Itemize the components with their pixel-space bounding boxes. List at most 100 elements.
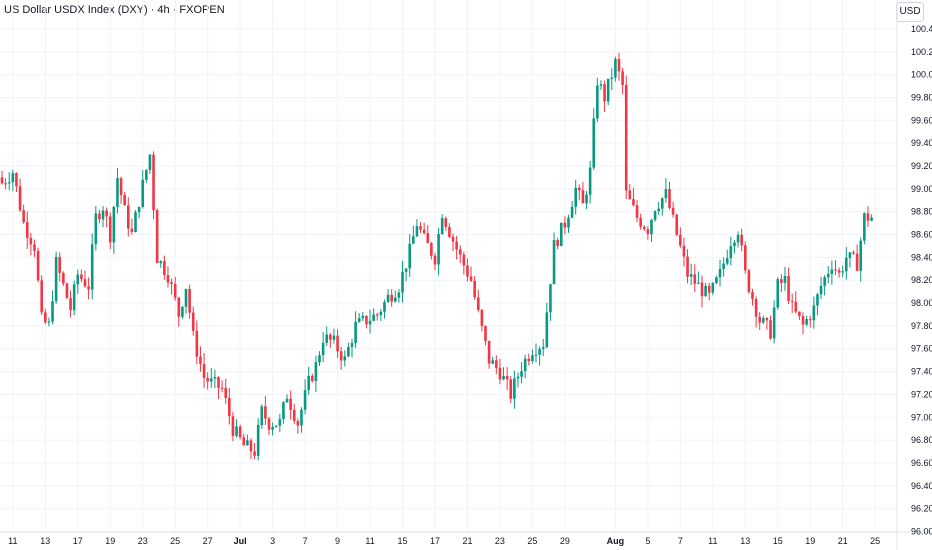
- candle-down: [455, 241, 458, 250]
- candle-down: [336, 335, 339, 352]
- candle-down: [199, 356, 202, 364]
- time-tick-label: 21: [462, 536, 472, 546]
- candle-down: [852, 252, 855, 254]
- candle-down: [808, 319, 812, 321]
- time-tick-label: 7: [678, 536, 683, 546]
- candle-up: [513, 378, 516, 399]
- time-tick-label: 11: [365, 536, 374, 546]
- candle-down: [469, 276, 473, 281]
- candle-up: [805, 319, 808, 325]
- candle-down: [15, 173, 18, 187]
- candle-up: [599, 84, 603, 86]
- price-tick-label: 99.00: [911, 184, 932, 194]
- candle-down: [249, 440, 253, 452]
- time-tick-label: 19: [105, 536, 115, 546]
- candle-down: [581, 190, 585, 204]
- candle-down: [224, 387, 228, 399]
- price-axis[interactable]: 100.40 100.20 100.00 99.80 99.60 99.40 99.20 99…: [911, 24, 932, 537]
- candle-down: [707, 285, 711, 293]
- candle-up: [209, 378, 213, 382]
- candle-down: [195, 330, 199, 357]
- candle-up: [819, 285, 823, 295]
- candle-down: [0, 177, 4, 184]
- candle-up: [437, 234, 440, 265]
- candle-down: [603, 84, 606, 102]
- candle-down: [700, 282, 704, 297]
- candle-down: [780, 279, 783, 283]
- candle-down: [624, 85, 628, 191]
- price-tick-label: 96.80: [911, 435, 932, 445]
- candle-down: [686, 256, 689, 277]
- candle-down: [621, 71, 624, 86]
- candle-up: [386, 294, 390, 302]
- candle-down: [191, 312, 195, 331]
- candle-up: [383, 301, 386, 312]
- candle-up: [826, 274, 830, 278]
- candle-up: [718, 268, 722, 278]
- candle-up: [379, 311, 383, 316]
- candle-up: [101, 210, 105, 220]
- candle-down: [787, 275, 790, 301]
- candle-up: [332, 335, 336, 340]
- candle-down: [484, 326, 487, 341]
- candle-up: [274, 425, 278, 427]
- price-tick-label: 99.80: [911, 92, 932, 102]
- candle-down: [166, 275, 170, 283]
- candle-down: [642, 226, 646, 230]
- candle-up: [538, 348, 541, 355]
- candle-up: [823, 277, 826, 286]
- price-tick-label: 99.40: [911, 138, 932, 148]
- candle-down: [220, 387, 224, 389]
- candle-down: [119, 178, 123, 196]
- candle-up: [303, 390, 307, 410]
- candle-down: [682, 245, 686, 257]
- candle-down: [444, 218, 448, 227]
- candle-up: [848, 252, 852, 258]
- time-axis[interactable]: 11 13 17 19 23 25 27 Jul 3 7 9 11 15 17 21 23 25 29 Aug 5 7 1…: [8, 536, 880, 546]
- candle-up: [697, 282, 700, 284]
- candle-up: [235, 426, 238, 436]
- grid-lines: [0, 0, 897, 532]
- price-tick-label: 99.20: [911, 161, 932, 171]
- candle-down: [123, 195, 126, 206]
- candle-down: [798, 311, 801, 317]
- candle-up: [285, 398, 289, 403]
- time-tick-label: Jul: [234, 536, 247, 546]
- price-tick-label: 97.40: [911, 367, 932, 377]
- candle-up: [783, 275, 787, 283]
- candle-down: [58, 256, 62, 273]
- candle-up: [704, 285, 707, 297]
- candle-down: [422, 229, 426, 234]
- candle-down: [866, 213, 870, 221]
- time-tick-label: 17: [73, 536, 83, 546]
- candle-down: [790, 300, 794, 302]
- candle-down: [556, 240, 559, 247]
- candle-up: [318, 355, 321, 363]
- candle-down: [473, 280, 476, 298]
- candle-down: [40, 280, 43, 313]
- candle-down: [635, 205, 639, 218]
- candle-up: [94, 213, 98, 245]
- candle-up: [816, 294, 819, 306]
- candle-down: [837, 270, 841, 273]
- candle-down: [152, 154, 155, 211]
- candle-up: [650, 219, 653, 235]
- candle-up: [372, 314, 375, 321]
- candle-down: [671, 207, 675, 215]
- candle-down: [253, 451, 256, 456]
- candle-up: [354, 321, 357, 344]
- candle-down: [25, 222, 29, 238]
- candle-up: [271, 426, 274, 430]
- candle-up: [112, 206, 116, 243]
- candle-down: [155, 210, 159, 264]
- candle-down: [433, 255, 437, 265]
- candle-down: [509, 379, 513, 399]
- candle-up: [516, 376, 520, 379]
- candle-up: [657, 208, 660, 212]
- time-tick-label: 13: [740, 536, 750, 546]
- candle-down: [563, 222, 567, 228]
- candle-up: [870, 217, 873, 221]
- candle-down: [462, 254, 466, 266]
- candle-down: [751, 291, 754, 299]
